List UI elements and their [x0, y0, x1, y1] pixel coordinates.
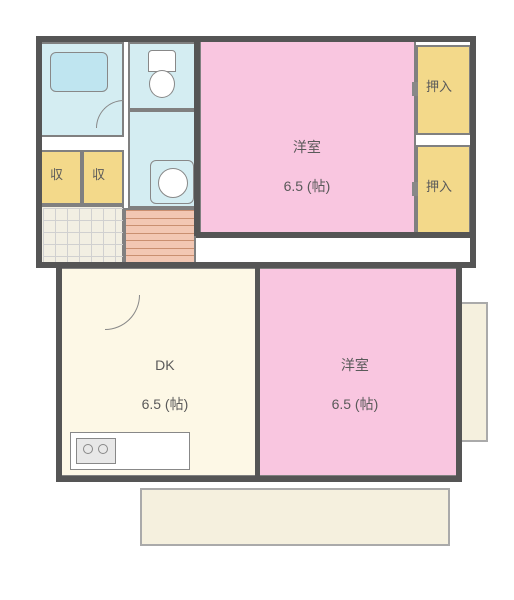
storage-right-label: 収	[92, 166, 105, 184]
outer-wall	[36, 36, 42, 268]
inner-wall	[194, 38, 200, 236]
bathtub-icon	[50, 52, 108, 92]
room-size: 6.5 (帖)	[284, 178, 331, 194]
bedroom-bottom-label: 洋室 6.5 (帖)	[316, 336, 378, 434]
stove-icon	[76, 438, 116, 464]
burner-icon	[98, 444, 108, 454]
floorplan-canvas: 洋室 6.5 (帖) 洋室 6.5 (帖) DK 6.5 (帖) 押入 押入 収…	[0, 0, 514, 600]
closet-bottom-door-mark	[412, 182, 418, 196]
dk-label: DK 6.5 (帖)	[126, 336, 188, 434]
closet-top-label: 押入	[426, 78, 452, 96]
balcony	[140, 488, 450, 546]
balcony-side	[458, 302, 488, 442]
room-name: DK	[155, 357, 174, 373]
entry-tiles	[43, 208, 123, 264]
outer-wall	[36, 36, 476, 42]
room-name: 洋室	[341, 357, 369, 373]
toilet-bowl-icon	[149, 70, 175, 98]
outer-wall	[56, 262, 62, 482]
inner-wall	[255, 266, 260, 478]
closet-bottom-label: 押入	[426, 178, 452, 196]
room-size: 6.5 (帖)	[332, 396, 379, 412]
storage-left-label: 収	[50, 166, 63, 184]
mid-wall	[196, 232, 476, 238]
stairs	[124, 208, 196, 265]
room-size: 6.5 (帖)	[142, 396, 189, 412]
closet-top-door-mark	[412, 82, 418, 96]
bedroom-top-label: 洋室 6.5 (帖)	[268, 118, 330, 216]
room-name: 洋室	[293, 139, 321, 155]
sink-counter-icon	[150, 160, 194, 204]
toilet-icon	[148, 50, 176, 72]
outer-wall	[456, 262, 462, 482]
burner-icon	[83, 444, 93, 454]
